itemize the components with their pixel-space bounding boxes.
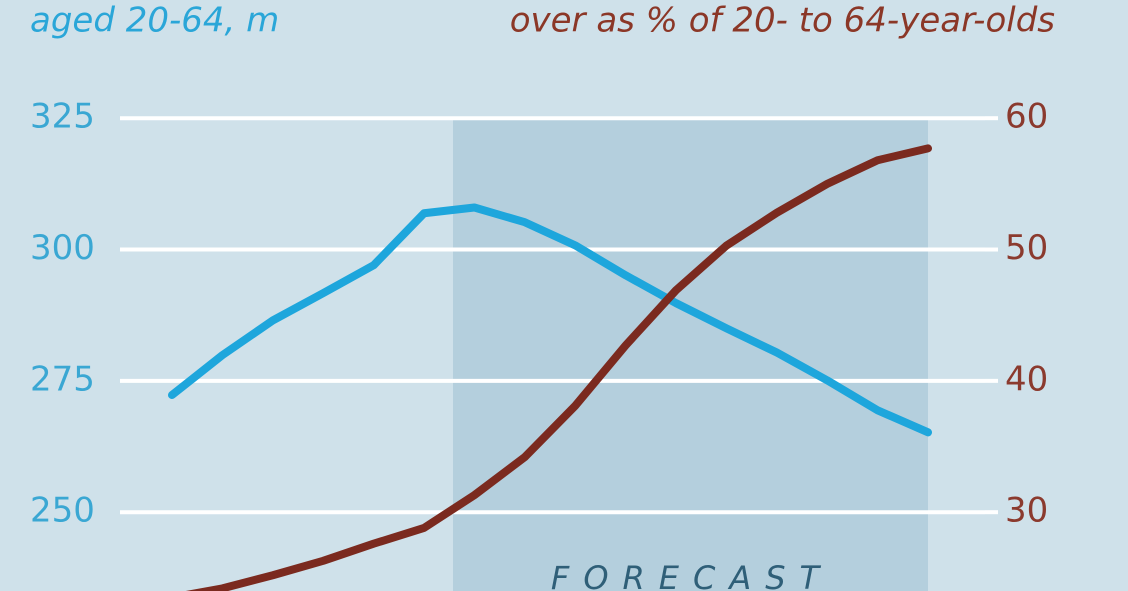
forecast-shade: [453, 118, 928, 591]
y2-axis-label: over as % of 20- to 64-year-olds: [510, 1, 1055, 41]
y-axis-label: aged 20-64, m: [30, 1, 279, 41]
y-tick-label: 300: [30, 228, 95, 268]
y2-tick-label: 40: [1005, 359, 1048, 399]
series-line: [185, 144, 932, 591]
y-tick-label: 325: [30, 97, 95, 137]
y-tick-label: 250: [30, 491, 95, 531]
y-tick-label: 275: [30, 359, 95, 399]
y2-tick-label: 60: [1005, 97, 1048, 137]
series-line: [168, 203, 932, 437]
forecast-label: FORECAST: [551, 559, 833, 591]
y2-tick-label: 30: [1005, 491, 1048, 531]
y2-tick-label: 50: [1005, 228, 1048, 268]
